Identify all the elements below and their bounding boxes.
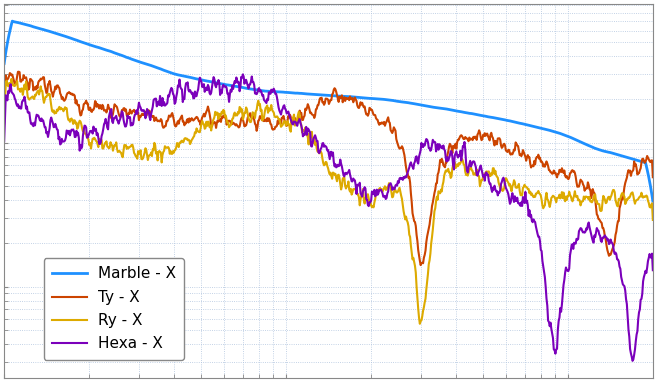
Ry - X (0, 121, 8, 126)
Hexa - X (239, 72, 247, 77)
Ty - X (560, 168, 568, 173)
Ry - X (395, 188, 403, 192)
Marble - X (560, 133, 568, 137)
Marble - X (0, 61, 8, 66)
Hexa - X (395, 180, 403, 185)
Marble - X (493, 116, 501, 121)
Ty - X (417, 263, 424, 267)
Ty - X (378, 120, 386, 125)
Hexa - X (378, 189, 386, 194)
Ry - X (7, 76, 15, 81)
Ry - X (649, 218, 657, 222)
Marble - X (378, 97, 386, 101)
Hexa - X (40, 121, 48, 126)
Ry - X (494, 175, 502, 180)
Ty - X (494, 136, 502, 141)
Ry - X (378, 187, 386, 192)
Ry - X (41, 97, 49, 102)
Ry - X (560, 196, 568, 201)
Line: Ry - X: Ry - X (4, 79, 653, 324)
Line: Hexa - X: Hexa - X (4, 74, 653, 361)
Ty - X (15, 70, 23, 74)
Line: Ty - X: Ty - X (4, 72, 653, 265)
Line: Marble - X: Marble - X (4, 21, 653, 201)
Marble - X (41, 28, 49, 32)
Hexa - X (649, 268, 657, 272)
Legend: Marble - X, Ty - X, Ry - X, Hexa - X: Marble - X, Ty - X, Ry - X, Hexa - X (43, 258, 184, 360)
Ty - X (415, 248, 422, 253)
Hexa - X (629, 359, 637, 363)
Ty - X (0, 110, 8, 115)
Hexa - X (0, 139, 8, 144)
Hexa - X (493, 189, 501, 193)
Marble - X (649, 199, 657, 204)
Hexa - X (415, 161, 422, 166)
Marble - X (9, 19, 16, 23)
Ry - X (415, 306, 422, 311)
Ty - X (649, 175, 657, 180)
Ry - X (416, 322, 424, 326)
Marble - X (415, 102, 422, 107)
Hexa - X (560, 283, 568, 287)
Ty - X (41, 83, 49, 87)
Ty - X (395, 145, 403, 149)
Marble - X (395, 99, 403, 104)
